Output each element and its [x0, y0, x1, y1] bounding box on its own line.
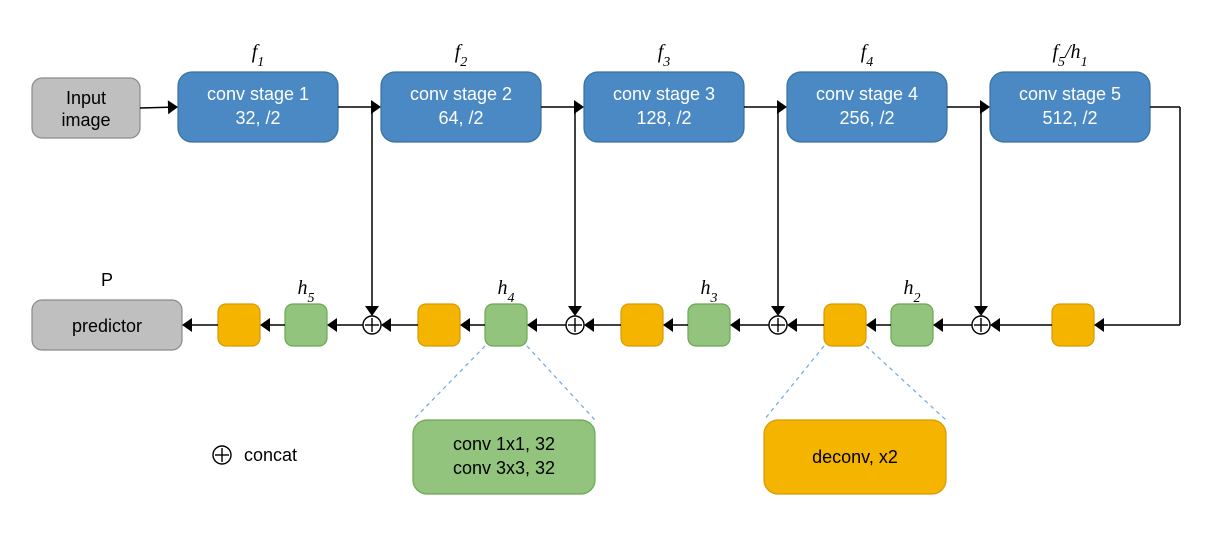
h-label-4: h4 [498, 277, 515, 306]
arrow-c3-g3-head [730, 318, 740, 332]
arrow-c2-g2-head [527, 318, 537, 332]
top-label-3: f3 [658, 41, 671, 70]
conv-stage-4-line2: 256, /2 [839, 108, 894, 128]
arrow-skip-4-head [974, 306, 988, 316]
conv-stage-1-line1: conv stage 1 [207, 84, 309, 104]
arrow-input-stage1-head [168, 100, 178, 114]
arrow-g2-o2-head [460, 318, 470, 332]
conv-stage-5-line1: conv stage 5 [1019, 84, 1121, 104]
architecture-diagram: conv stage 1 32, /2 f1 conv stage 2 64, /2 f2… [0, 0, 1224, 540]
dashed-orange-left [764, 346, 824, 420]
arrow-skip-2-head [568, 306, 582, 316]
top-label-5: f5/h1 [1052, 41, 1087, 70]
h-label-5: h5 [298, 277, 315, 306]
conv-small-box-1 [285, 304, 327, 346]
conv-stage-3-line2: 128, /2 [636, 108, 691, 128]
arrow-input-stage1 [140, 107, 168, 108]
detail-green-line1: conv 1x1, 32 [453, 434, 555, 454]
conv-small-box-3 [688, 304, 730, 346]
conv-stage-2-line1: conv stage 2 [410, 84, 512, 104]
deconv-box-3 [621, 304, 663, 346]
top-label-2: f2 [455, 41, 468, 70]
arrow-c4-g4-head [933, 318, 943, 332]
arrow-g4-o4-head [866, 318, 876, 332]
input-line2: image [61, 110, 110, 130]
h-label-2: h2 [904, 277, 921, 306]
dashed-green-right [527, 346, 595, 420]
deconv-box-1 [218, 304, 260, 346]
conv-stage-1-line2: 32, /2 [235, 108, 280, 128]
top-label-4: f4 [861, 41, 874, 70]
deconv-box-2 [418, 304, 460, 346]
arrow-g3-o3-head [663, 318, 673, 332]
detail-orange-line1: deconv, x2 [812, 447, 898, 467]
arrow-o5-c4-head [990, 318, 1000, 332]
conv-stage-4-line1: conv stage 4 [816, 84, 918, 104]
detail-green-line2: conv 3x3, 32 [453, 458, 555, 478]
arrow-skip-1-head [365, 306, 379, 316]
conv-small-box-4 [891, 304, 933, 346]
conv-stage-2-line2: 64, /2 [438, 108, 483, 128]
arrow-g1-o1-head [260, 318, 270, 332]
arrow-o4-c3-head [787, 318, 797, 332]
dashed-orange-right [866, 346, 946, 420]
conv-stage-2 [381, 72, 541, 142]
dashed-green-left [413, 346, 485, 420]
detail-green-box [413, 420, 595, 494]
deconv-box-5 [1052, 304, 1094, 346]
conv-stage-4 [787, 72, 947, 142]
predictor-label: predictor [72, 316, 142, 336]
deconv-box-4 [824, 304, 866, 346]
conv-stage-5-line2: 512, /2 [1042, 108, 1097, 128]
arrow-o2-c1-head [381, 318, 391, 332]
legend-concat-text: concat [244, 445, 297, 465]
arrow-skip-3-head [771, 306, 785, 316]
arrow-c1-g1-head [327, 318, 337, 332]
top-label-1: f1 [252, 41, 265, 70]
conv-stage-3-line1: conv stage 3 [613, 84, 715, 104]
predictor-top-label: P [101, 270, 113, 290]
h-label-3: h3 [701, 277, 718, 306]
conv-small-box-2 [485, 304, 527, 346]
conv-stage-3 [584, 72, 744, 142]
conv-stage-1 [178, 72, 338, 142]
arrow-o3-c2-head [584, 318, 594, 332]
input-line1: Input [66, 88, 106, 108]
arrow-into-deconv5-head [1094, 318, 1104, 332]
conv-stage-5 [990, 72, 1150, 142]
arrow-o1-predictor-head [182, 318, 192, 332]
